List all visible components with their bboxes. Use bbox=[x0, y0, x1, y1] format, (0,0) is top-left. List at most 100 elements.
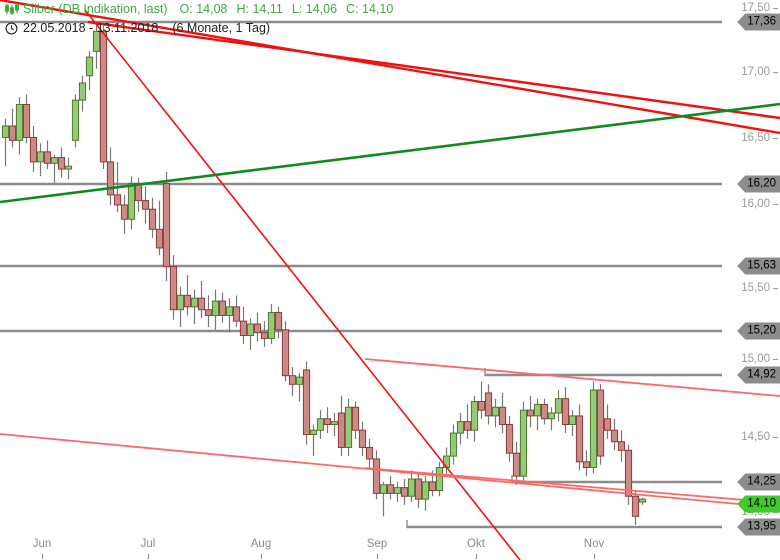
candle-body bbox=[281, 329, 290, 377]
candle bbox=[169, 255, 178, 320]
date-axis-tick bbox=[377, 554, 378, 559]
price-tick-label: 14,50 bbox=[741, 431, 770, 443]
candle-body bbox=[162, 182, 171, 268]
candle bbox=[351, 401, 360, 439]
candle bbox=[302, 361, 311, 445]
candle bbox=[85, 51, 94, 91]
candle bbox=[316, 410, 325, 439]
candle-body bbox=[295, 376, 304, 385]
candle bbox=[330, 413, 339, 436]
candle-body bbox=[540, 403, 549, 420]
candle-body bbox=[253, 323, 262, 334]
candle-body bbox=[8, 125, 17, 141]
date-axis-label: Jun bbox=[32, 538, 52, 550]
candle-body bbox=[624, 449, 633, 497]
candle-body bbox=[610, 429, 619, 443]
candle bbox=[512, 441, 521, 485]
candle-body bbox=[176, 294, 185, 311]
candle bbox=[246, 318, 255, 350]
price-level-tag[interactable]: 16,20 bbox=[737, 175, 780, 193]
date-axis-tick bbox=[594, 554, 595, 559]
price-tick-dash bbox=[773, 138, 778, 139]
candle bbox=[71, 94, 80, 148]
price-level-tag[interactable]: 14,92 bbox=[737, 366, 780, 384]
candle-body bbox=[568, 415, 577, 425]
candle-body bbox=[29, 136, 38, 163]
date-axis-tick bbox=[261, 554, 262, 559]
candle-body bbox=[260, 332, 269, 339]
trend-line-lower-red-channel-mid bbox=[364, 467, 780, 504]
candle-body bbox=[120, 204, 129, 220]
candle bbox=[547, 407, 556, 431]
candle-body bbox=[302, 369, 311, 436]
candle bbox=[379, 481, 388, 517]
price-tick-dash bbox=[773, 72, 778, 73]
candle bbox=[155, 200, 164, 256]
candle-body bbox=[323, 418, 332, 425]
candle bbox=[22, 94, 31, 144]
candle-body bbox=[351, 406, 360, 431]
candle-body bbox=[407, 478, 416, 497]
candle bbox=[176, 286, 185, 327]
candle-body bbox=[477, 401, 486, 411]
candle-body bbox=[498, 406, 507, 425]
price-level-tag[interactable]: 13,95 bbox=[737, 518, 780, 536]
candle-body bbox=[484, 392, 493, 417]
candle-body bbox=[225, 306, 234, 316]
candlestick-series bbox=[1, 22, 647, 525]
candle bbox=[631, 490, 640, 525]
candle-body bbox=[92, 30, 101, 52]
candle bbox=[15, 97, 24, 155]
candle bbox=[281, 321, 290, 382]
candle bbox=[540, 398, 549, 425]
candle-body bbox=[435, 467, 444, 492]
trend-line-green-uptrend-support bbox=[0, 102, 780, 204]
candle-body bbox=[36, 151, 45, 163]
candle-body bbox=[127, 182, 136, 220]
candle-body bbox=[631, 495, 640, 517]
candle bbox=[561, 387, 570, 434]
candle-body bbox=[71, 99, 80, 141]
price-level-tag[interactable]: 17,36 bbox=[737, 13, 780, 31]
candle bbox=[50, 154, 59, 184]
date-axis-label: Aug bbox=[250, 538, 272, 550]
candle bbox=[477, 381, 486, 419]
candle bbox=[568, 410, 577, 436]
candle bbox=[372, 450, 381, 500]
candle bbox=[386, 476, 395, 500]
candle bbox=[309, 424, 318, 457]
price-tick-label: 17,50 bbox=[741, 2, 770, 14]
candle bbox=[57, 147, 66, 178]
candle-body bbox=[190, 297, 199, 308]
price-level-tag[interactable]: 15,20 bbox=[737, 322, 780, 340]
price-tick-dash bbox=[773, 8, 778, 9]
candle bbox=[498, 392, 507, 434]
candle-body bbox=[456, 421, 465, 434]
candle-body bbox=[78, 82, 87, 101]
candle-body bbox=[50, 157, 59, 164]
last-price-tag[interactable]: 14,10 bbox=[737, 495, 780, 513]
candle-body bbox=[15, 103, 24, 141]
candle-body bbox=[547, 412, 556, 420]
price-tick-label: 17,00 bbox=[741, 66, 770, 78]
candle-body bbox=[638, 498, 647, 503]
candle-body bbox=[211, 300, 220, 316]
date-axis-label: Jul bbox=[140, 538, 156, 550]
date-axis[interactable]: Jun Jul Aug Sep Okt Nov bbox=[0, 536, 780, 560]
price-level-tag[interactable]: 14,25 bbox=[737, 473, 780, 491]
price-axis[interactable]: 17,5017,0016,5016,0015,5015,0014,5014,00… bbox=[722, 0, 780, 538]
candle bbox=[92, 22, 101, 69]
candle bbox=[414, 473, 423, 508]
date-axis-label: Sep bbox=[366, 538, 388, 550]
candle-body bbox=[148, 208, 157, 230]
candle-body bbox=[204, 309, 213, 316]
candle-body bbox=[85, 56, 94, 77]
price-level-tag[interactable]: 15,63 bbox=[737, 257, 780, 275]
candle-body bbox=[589, 389, 598, 469]
candle-body bbox=[22, 103, 31, 138]
candle bbox=[64, 157, 73, 180]
candle-body bbox=[414, 478, 423, 500]
